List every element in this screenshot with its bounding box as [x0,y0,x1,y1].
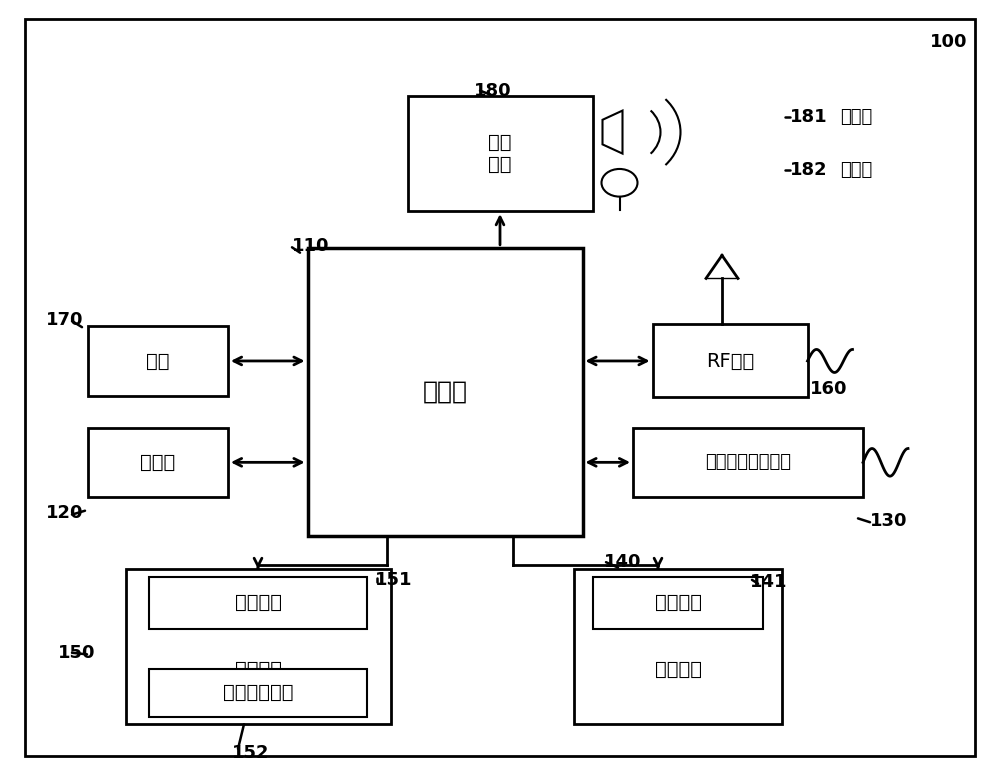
Text: 重力加速度传感器: 重力加速度传感器 [705,453,791,472]
Text: 181: 181 [790,108,828,126]
Bar [88,326,228,396]
Circle shape [602,169,638,197]
Text: 170: 170 [46,311,84,329]
Polygon shape [602,111,622,154]
Text: 扯声器: 扯声器 [840,108,872,126]
Text: RF电路: RF电路 [706,352,754,370]
Text: 120: 120 [46,504,84,522]
Text: 触控面板: 触控面板 [234,594,282,612]
Bar [652,324,808,398]
Text: 141: 141 [750,573,788,591]
Text: 140: 140 [604,553,642,571]
Bar [149,669,367,717]
Text: 音频
电路: 音频 电路 [488,133,512,174]
Text: 151: 151 [375,571,413,589]
Text: 电源: 电源 [146,352,170,370]
Bar [408,96,592,211]
Text: 152: 152 [232,743,270,762]
Text: 处理器: 处理器 [422,379,468,404]
Text: 存储器: 存储器 [140,453,176,472]
Text: 130: 130 [870,511,908,530]
Bar [593,577,763,629]
Text: 显示面板: 显示面板 [654,594,702,612]
Bar [149,577,367,629]
Text: 110: 110 [292,237,330,255]
Text: 182: 182 [790,161,828,180]
Bar [574,569,782,724]
Text: 150: 150 [58,644,96,662]
Text: 160: 160 [810,379,848,398]
Text: 100: 100 [930,33,968,51]
Text: 显示单元: 显示单元 [654,660,702,679]
Text: 其他输入设备: 其他输入设备 [223,684,293,702]
Bar [308,248,582,536]
Text: 麦克风: 麦克风 [840,161,872,180]
Bar [126,569,390,724]
Text: 180: 180 [474,81,512,100]
Bar [633,428,863,497]
Text: 输入单元: 输入单元 [234,660,282,679]
Bar [88,428,228,497]
